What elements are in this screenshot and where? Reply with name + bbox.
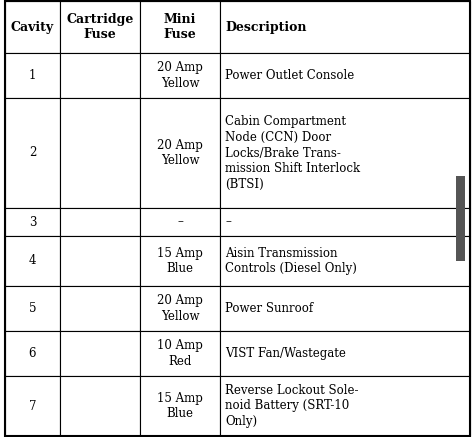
Text: 4: 4	[29, 254, 36, 267]
Bar	[140, 1, 220, 53]
Text: Cartridge
Fuse: Cartridge Fuse	[66, 13, 134, 41]
Text: Cavity: Cavity	[11, 21, 54, 34]
Bar	[60, 208, 140, 236]
Bar	[60, 98, 140, 208]
Bar	[456, 176, 465, 261]
Bar	[60, 1, 140, 53]
Bar	[5, 98, 60, 208]
Text: 10 Amp
Red: 10 Amp Red	[157, 339, 203, 368]
Text: 15 Amp
Blue: 15 Amp Blue	[157, 247, 203, 275]
Text: Reverse Lockout Sole-
noid Battery (SRT-10
Only): Reverse Lockout Sole- noid Battery (SRT-…	[225, 384, 358, 428]
Text: –: –	[177, 215, 183, 229]
Text: Cabin Compartment
Node (CCN) Door
Locks/Brake Trans-
mission Shift Interlock
(BT: Cabin Compartment Node (CCN) Door Locks/…	[225, 115, 360, 191]
Text: VIST Fan/Wastegate: VIST Fan/Wastegate	[225, 347, 346, 360]
Bar	[5, 331, 60, 376]
Bar	[220, 236, 470, 286]
Text: Power Sunroof: Power Sunroof	[225, 302, 313, 315]
Text: Aisin Transmission
Controls (Diesel Only): Aisin Transmission Controls (Diesel Only…	[225, 247, 357, 275]
Bar	[220, 53, 470, 98]
Text: 20 Amp
Yellow: 20 Amp Yellow	[157, 294, 203, 323]
Bar	[60, 236, 140, 286]
Bar	[220, 286, 470, 331]
Text: 20 Amp
Yellow: 20 Amp Yellow	[157, 61, 203, 90]
Bar	[5, 286, 60, 331]
Text: 15 Amp
Blue: 15 Amp Blue	[157, 392, 203, 420]
Text: 5: 5	[29, 302, 36, 315]
Bar	[140, 208, 220, 236]
Text: Power Outlet Console: Power Outlet Console	[225, 69, 354, 82]
Text: Mini
Fuse: Mini Fuse	[164, 13, 196, 41]
Text: 1: 1	[29, 69, 36, 82]
Bar	[60, 286, 140, 331]
Bar	[220, 1, 470, 53]
Bar	[5, 53, 60, 98]
Text: –: –	[225, 215, 231, 229]
Bar	[60, 53, 140, 98]
Bar	[220, 98, 470, 208]
Text: 7: 7	[29, 399, 36, 413]
Bar	[140, 98, 220, 208]
Text: 6: 6	[29, 347, 36, 360]
Bar	[140, 286, 220, 331]
Text: 20 Amp
Yellow: 20 Amp Yellow	[157, 139, 203, 167]
Bar	[220, 331, 470, 376]
Bar	[5, 1, 60, 53]
Bar	[220, 208, 470, 236]
Text: Description: Description	[225, 21, 307, 34]
Bar	[140, 236, 220, 286]
Text: 3: 3	[29, 215, 36, 229]
Bar	[60, 331, 140, 376]
Bar	[140, 331, 220, 376]
Bar	[5, 376, 60, 436]
Bar	[5, 208, 60, 236]
Bar	[220, 376, 470, 436]
Bar	[140, 53, 220, 98]
Bar	[5, 236, 60, 286]
Text: 2: 2	[29, 146, 36, 160]
Bar	[60, 376, 140, 436]
Bar	[140, 376, 220, 436]
